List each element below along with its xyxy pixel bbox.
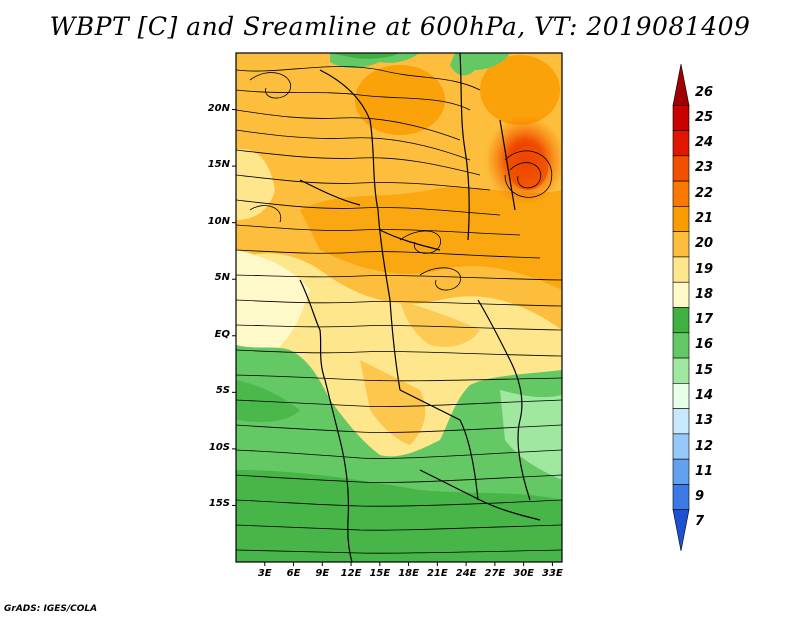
colorbar-label: 24	[695, 135, 714, 151]
colorbar-swatch	[672, 180, 690, 207]
colorbar-label: 13	[695, 413, 714, 429]
lon-label: 30E	[513, 568, 535, 579]
chart-title: WBPT [C] and Sreamline at 600hPa, VT: 20…	[49, 12, 751, 41]
lat-label: 10S	[208, 441, 230, 453]
colorbar-swatch	[672, 383, 690, 409]
wbpt-shading	[236, 53, 562, 562]
colorbar-label: 12	[695, 438, 714, 454]
colorbar-swatch	[672, 206, 690, 232]
colorbar-label: 15	[695, 362, 714, 378]
colorbar-label: 18	[695, 286, 714, 302]
colorbar-label: 20	[695, 236, 714, 252]
lat-label: EQ	[214, 328, 230, 340]
lon-label: 24E	[455, 568, 477, 579]
colorbar-label: 16	[695, 337, 714, 353]
colorbar-swatch	[672, 458, 690, 485]
lon-label: 33E	[542, 568, 563, 579]
colorbar-swatch	[672, 332, 690, 359]
lat-label: 15S	[208, 498, 230, 510]
colorbar-label: 22	[695, 185, 714, 201]
lat-label: 5S	[215, 385, 230, 397]
colorbar-label: 7	[695, 514, 705, 530]
lat-label: 15N	[207, 159, 230, 171]
axis-ticks	[232, 109, 553, 566]
lon-label: 9E	[315, 568, 330, 579]
colorbar-label: 25	[695, 109, 714, 125]
colorbar-swatch	[672, 307, 690, 334]
colorbar-swatch	[672, 256, 690, 283]
colorbar-swatch	[672, 281, 690, 308]
lat-label: 10N	[207, 215, 230, 227]
colorbar-label: 9	[695, 489, 705, 505]
lon-label: 15E	[369, 568, 391, 579]
plot-frame	[235, 52, 563, 563]
colorbar-swatch	[672, 433, 690, 460]
lon-label: 21E	[426, 568, 448, 579]
streamlines	[236, 66, 562, 554]
grads-credit: GrADS: IGES/COLA	[4, 604, 98, 614]
lat-label: 20N	[207, 102, 230, 114]
colorbar-swatch	[672, 357, 690, 384]
lon-label: 12E	[340, 568, 362, 579]
colorbar-swatch	[672, 130, 690, 157]
colorbar-label: 26	[695, 84, 714, 100]
colorbar-label: 19	[695, 261, 714, 277]
colorbar-swatch	[672, 155, 690, 182]
colorbar-swatch	[672, 509, 690, 552]
colorbar-label: 17	[695, 312, 714, 328]
colorbar	[672, 63, 690, 552]
lon-label: 3E	[257, 568, 272, 579]
colorbar-swatch	[672, 484, 690, 511]
colorbar-label: 11	[695, 463, 714, 479]
colorbar-swatch	[672, 408, 690, 435]
lat-label: 5N	[214, 272, 230, 284]
country-borders	[299, 53, 541, 562]
colorbar-swatch	[672, 104, 690, 131]
colorbar-label: 14	[695, 387, 714, 403]
colorbar-label: 23	[695, 160, 714, 176]
colorbar-swatch	[672, 231, 690, 258]
colorbar-label: 21	[695, 211, 714, 227]
colorbar-swatch	[672, 63, 690, 106]
lon-label: 27E	[484, 568, 506, 579]
lon-label: 6E	[286, 568, 301, 579]
lon-label: 18E	[398, 568, 419, 579]
